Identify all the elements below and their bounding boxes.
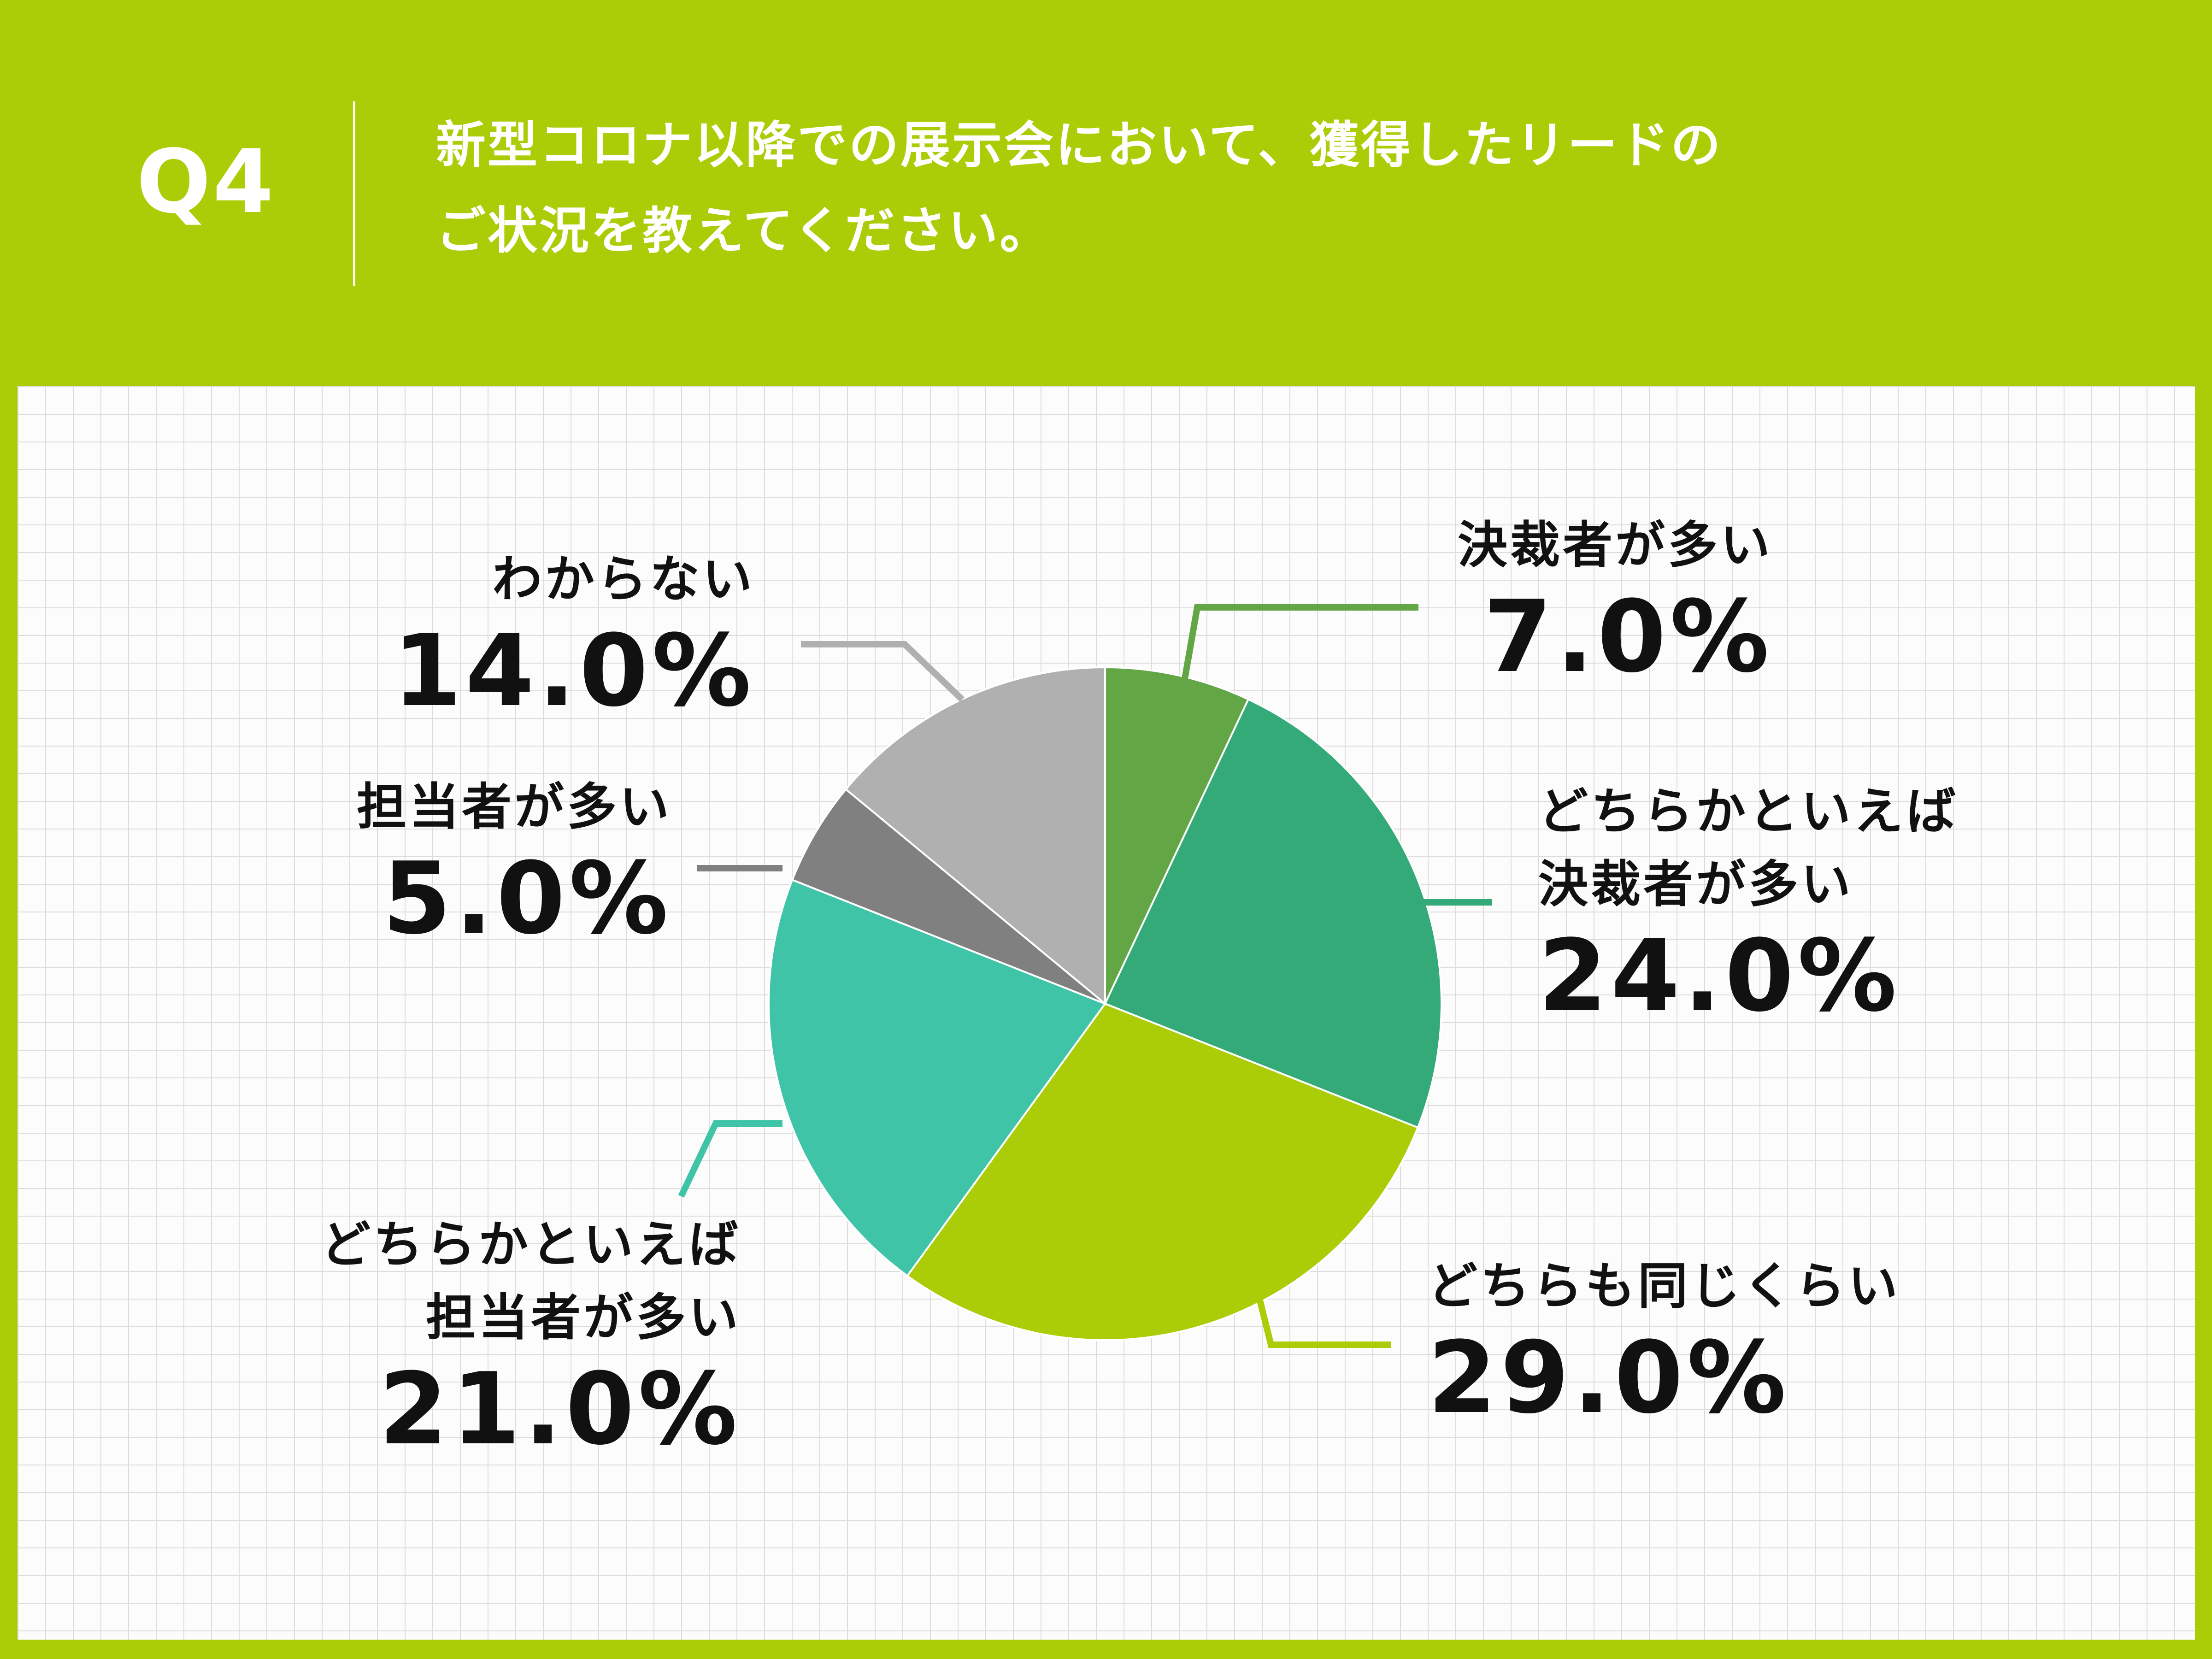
slice-name: 決裁者が多い bbox=[1458, 517, 1773, 574]
slice-name: 決裁者が多い bbox=[1538, 856, 1854, 913]
label-decision-maker-many: 決裁者が多い 7.0% bbox=[1458, 517, 1773, 694]
label-unknown: わからない 14.0% bbox=[294, 551, 755, 729]
leader-line-leaning-staff bbox=[678, 1120, 782, 1198]
slice-value-label: 14.0% bbox=[393, 613, 755, 729]
leader-line-both-same bbox=[1254, 1288, 1391, 1348]
chart-panel: 決裁者が多い 7.0% どちらかといえば 決裁者が多い 24.0% どちらも同じ… bbox=[18, 386, 2195, 1640]
slice-value-label: 29.0% bbox=[1428, 1320, 1790, 1435]
label-leaning-decision-maker: どちらかといえば 決裁者が多い 24.0% bbox=[1538, 783, 1959, 1034]
leader-line-decision-maker-many bbox=[1180, 604, 1418, 688]
slice-value-label: 24.0% bbox=[1538, 918, 1900, 1034]
pie-slice-staff-many bbox=[791, 788, 1106, 1005]
slice-name: 担当者が多い bbox=[425, 1289, 741, 1347]
slice-value-label: 21.0% bbox=[379, 1351, 741, 1467]
slice-name: 担当者が多い bbox=[356, 778, 672, 836]
slice-name: どちらも同じくらい bbox=[1428, 1258, 1901, 1315]
pie-slice-both-same bbox=[906, 1002, 1419, 1341]
slice-name: わからない bbox=[492, 551, 755, 608]
slice-value-label: 5.0% bbox=[382, 841, 672, 956]
slice-name: どちらかといえば bbox=[1538, 783, 1959, 841]
slice-value-label: 7.0% bbox=[1483, 579, 1773, 694]
pie-slice-decision-maker-many bbox=[1104, 666, 1250, 1004]
question-text-line-1: 新型コロナ以降での展示会において、獲得したリードの bbox=[436, 117, 1723, 174]
slice-name: どちらかといえば bbox=[320, 1216, 741, 1274]
pie-chart bbox=[678, 604, 1492, 1348]
pie-slice-leaning-decision-maker bbox=[1104, 698, 1442, 1129]
label-leaning-staff: どちらかといえば 担当者が多い 21.0% bbox=[280, 1220, 741, 1459]
header-divider bbox=[353, 101, 355, 286]
label-both-same: どちらも同じくらい 29.0% bbox=[1428, 1258, 1901, 1435]
label-staff-many: 担当者が多い 5.0% bbox=[202, 782, 672, 948]
question-text-line-2: ご状況を教えてください。 bbox=[436, 202, 1052, 260]
question-number: Q4 bbox=[136, 131, 276, 233]
pie-slice-leaning-staff bbox=[768, 878, 1107, 1277]
leader-line-unknown bbox=[801, 641, 965, 702]
